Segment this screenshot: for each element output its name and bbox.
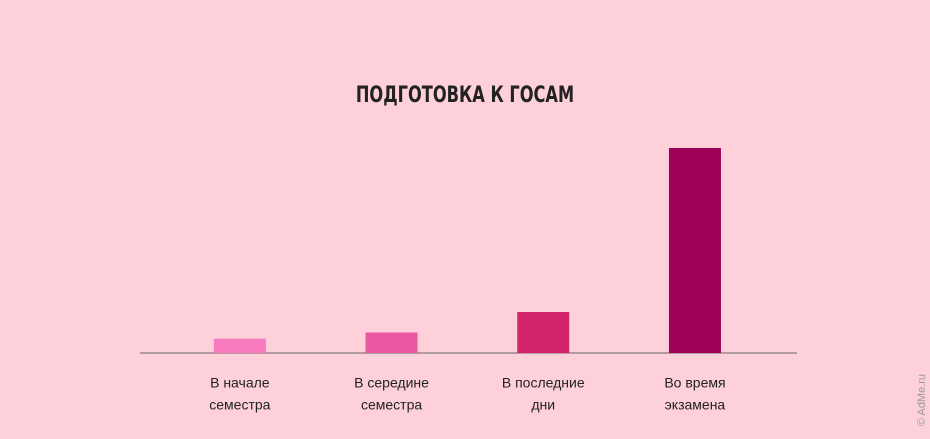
bar [213, 338, 266, 353]
watermark: © AdMe.ru [916, 374, 928, 426]
x-tick-label: дни [531, 397, 555, 413]
x-tick-label: семестра [361, 397, 422, 413]
x-tick-label: В середине [354, 375, 429, 391]
chart-title: ПОДГОТОВКА К ГОСАМ [356, 81, 574, 107]
x-tick-label: Во время [664, 375, 725, 391]
x-tick-label: В начале [210, 375, 270, 391]
bar [365, 332, 418, 353]
x-tick-label: В последние [502, 375, 585, 391]
x-tick-label: экзамена [665, 397, 726, 413]
bar [517, 312, 570, 353]
x-tick-label: семестра [209, 397, 270, 413]
bar [668, 148, 721, 353]
